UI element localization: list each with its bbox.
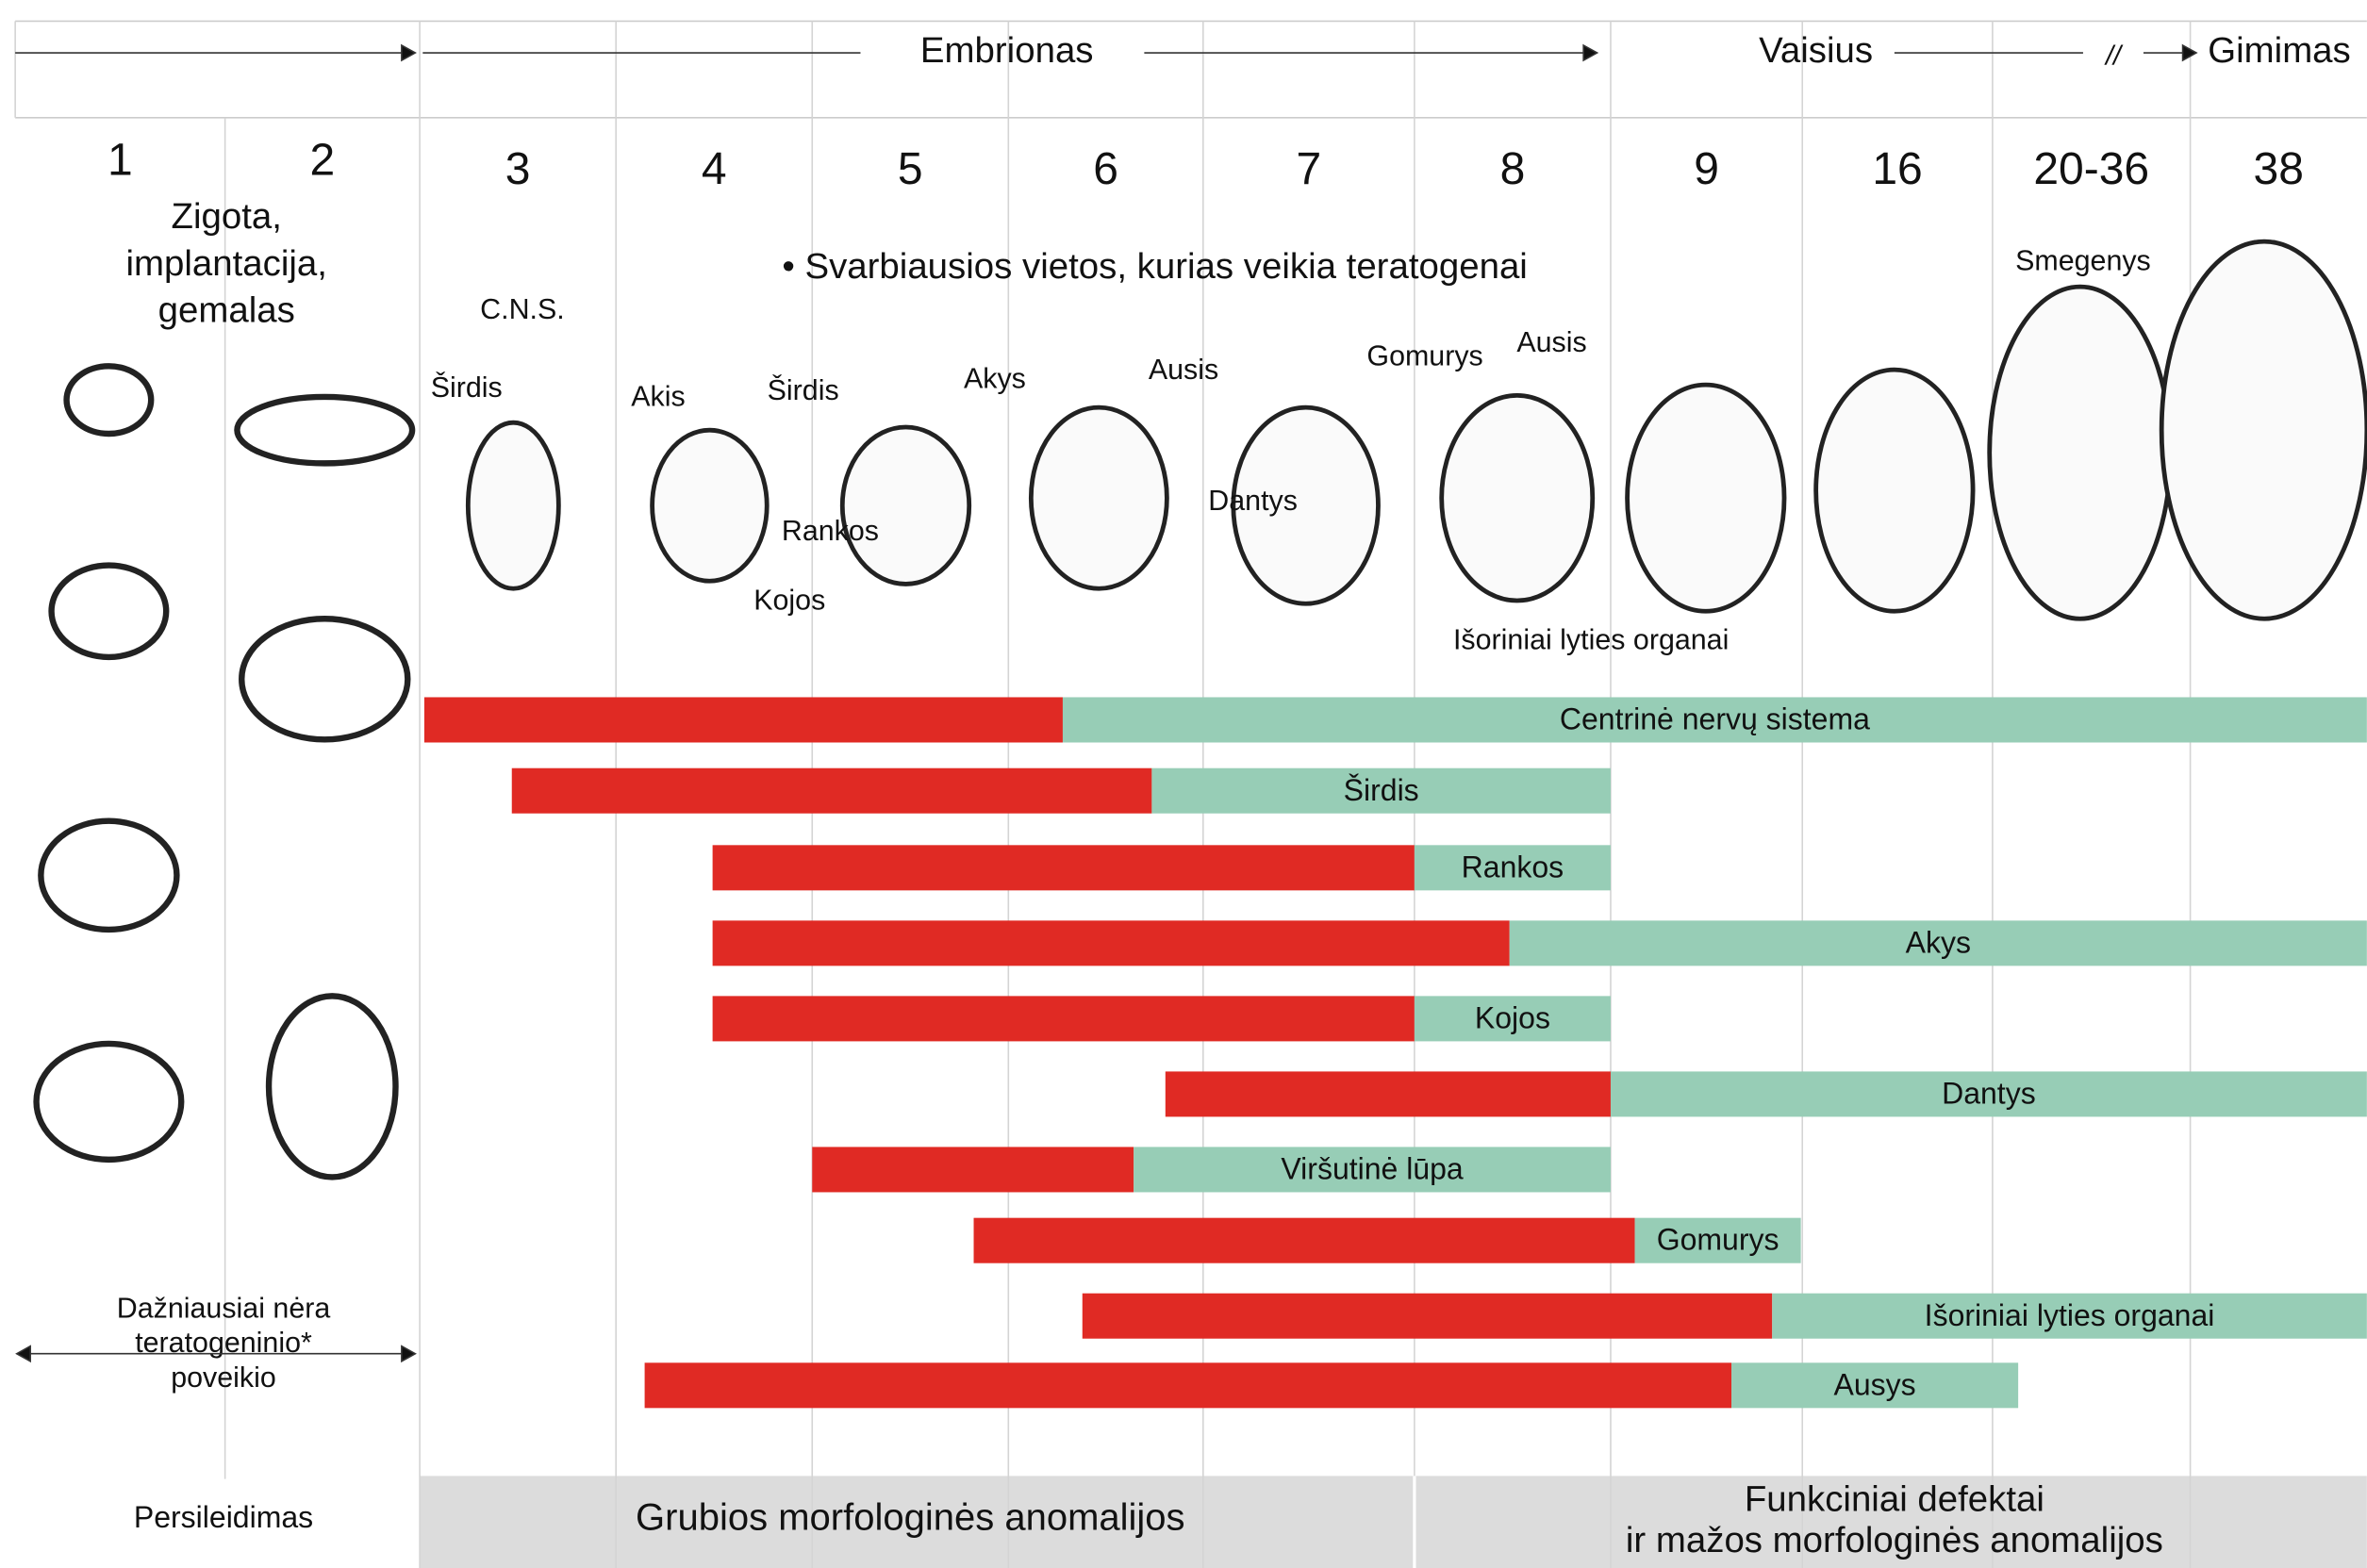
less-sensitive-period-bar [1731,1362,2019,1409]
organ-annotation: Akys [964,362,1026,394]
footer-right: ir mažos morfologinės anomalijos [1626,1520,2163,1560]
less-sensitive-period-bar [1151,767,1611,814]
bar-label: Akys [1906,925,1971,959]
week-label: 16 [1872,144,1922,194]
bar-label: Gomurys [1657,1223,1779,1257]
less-sensitive-period-bar [1772,1293,2367,1339]
early-stage-sketch [48,562,170,661]
week-label: 7 [1296,144,1321,194]
bar-label: Centrinė nervų sistema [1560,702,1870,736]
week-label: 9 [1694,144,1719,194]
week-label: 38 [2254,144,2304,194]
week-label: 8 [1500,144,1526,194]
phase-label: Gimimas [2208,30,2351,71]
footer-right: Funkciniai defektai [1745,1479,2044,1520]
less-sensitive-period-bar [1414,845,1611,891]
footer-left: Persileidimas [134,1500,313,1534]
embryo-sketch [465,420,561,591]
less-sensitive-period-bar [1610,1071,2367,1117]
week-label: 2 [310,136,336,186]
embryo-sketch [1625,382,1787,614]
early-stage-sketch [38,817,180,933]
organ-annotation: Širdis [768,374,839,406]
early-stage-sketch [63,363,155,437]
organ-annotation: Išoriniai lyties organai [1453,623,1729,655]
embryo-sketch [1028,404,1169,591]
less-sensitive-period-bar [1062,697,2367,743]
organ-annotation: Ausis [1516,326,1586,358]
note: • Svarbiausios vietos, kurias veikia ter… [782,246,1528,287]
stage-label: Zigota, [172,196,282,237]
bar-label: Rankos [1462,850,1564,883]
embryo-sketch [2159,239,2367,621]
sensitive-period-bar [423,697,1063,743]
bar-label: Kojos [1475,1000,1550,1034]
sensitive-period-bar [511,767,1152,814]
week-label: 5 [898,144,923,194]
embryo-sketch [1439,392,1596,603]
organ-annotation: Smegenys [2015,245,2151,277]
week-label: 1 [108,136,133,186]
sensitive-period-bar [1082,1293,1773,1339]
less-sensitive-period-bar [1134,1147,1611,1193]
organ-annotation: Širdis [431,371,503,404]
sensitive-period-bar [712,845,1415,891]
phase-label: Vaisius [1759,30,1873,71]
early-stage-sketch [33,1040,185,1164]
organ-annotation: Ausis [1149,354,1218,386]
sensitive-period-bar [712,996,1415,1042]
organ-annotation: C.N.S. [480,293,565,325]
sensitive-period-bar [712,920,1510,966]
sensitive-period-bar [812,1147,1134,1193]
no-effect-label: Dažniausiai nėra [117,1292,331,1324]
bar-label: Ausys [1833,1367,1915,1401]
organ-annotation: Gomurys [1366,339,1482,371]
sensitive-period-bar [1165,1071,1611,1117]
week-label: 4 [702,144,727,194]
phase-label: Embrionas [920,30,1094,71]
phase-label: // [2104,41,2124,71]
no-effect-label: poveikio [171,1362,276,1394]
sensitive-period-bar [644,1362,1732,1409]
less-sensitive-period-bar [1634,1217,1801,1263]
embryo-sketch [839,424,972,586]
organ-annotation: Rankos [782,515,879,547]
stage-label: implantacija, [125,243,326,284]
embryo-sketch [1813,367,1976,614]
phase-arrows [15,43,2198,1363]
bar-label: Dantys [1942,1076,2036,1110]
sensitive-period-bar [973,1217,1635,1263]
organ-annotation: Akis [631,381,685,413]
bar-label: Širdis [1344,773,1419,807]
less-sensitive-period-bar [1509,920,2367,966]
bar-label: Išoriniai lyties organai [1925,1298,2215,1332]
early-stage-sketch [265,993,399,1180]
embryo-sketch [1987,284,2174,621]
embryo-sketch [1231,404,1381,606]
stage-label: gemalas [158,289,295,330]
footer-middle: Grubios morfologinės anomalijos [636,1496,1185,1538]
footer-band [420,1476,2367,1568]
organ-annotation: Kojos [753,585,825,617]
week-label: 3 [505,144,531,194]
early-stage-sketch [234,393,416,467]
early-stage-sketch [239,616,411,743]
embryo-sketch [650,427,770,584]
less-sensitive-period-bar [1414,996,1611,1042]
organ-annotation: Dantys [1208,485,1298,517]
week-label: 20-36 [2033,144,2149,194]
week-label: 6 [1093,144,1118,194]
bar-label: Viršutinė lūpa [1281,1152,1464,1186]
